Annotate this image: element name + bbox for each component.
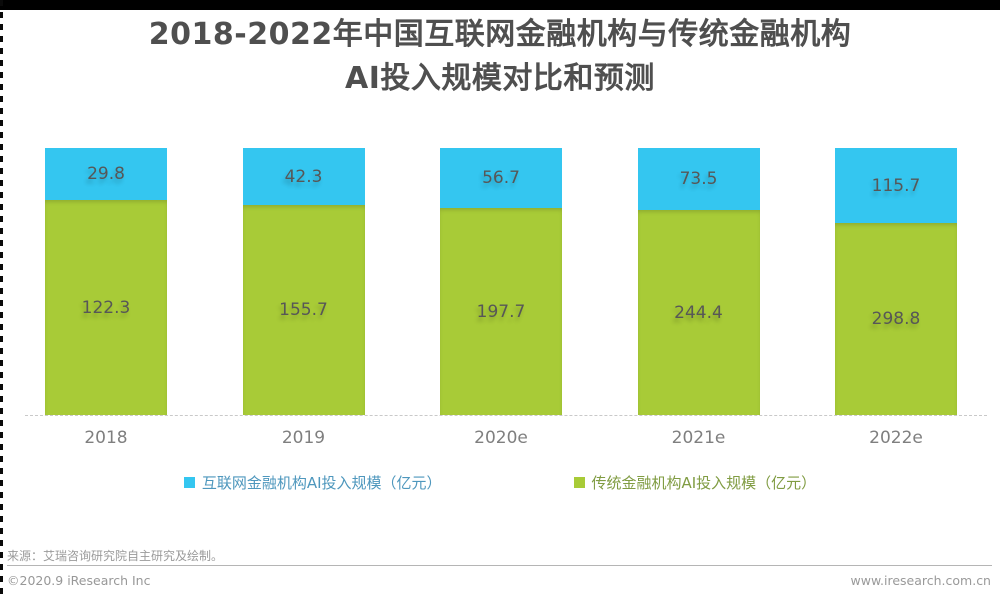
bar-group-2020e: 56.7 197.7 2020e: [440, 148, 562, 448]
bar-segment-internet: 56.7: [440, 148, 562, 208]
bar-value-label: 197.7: [476, 301, 526, 322]
bar-chart-plot-area: 29.8 122.3 2018 42.3 155.7 2019 56.7 197.7 2020e…: [45, 148, 957, 448]
bar-segment-internet: 29.8: [45, 148, 167, 200]
bar-group-2018: 29.8 122.3 2018: [45, 148, 167, 448]
bar-group-2019: 42.3 155.7 2019: [242, 148, 365, 448]
bar-segment-traditional: 197.7: [440, 208, 562, 415]
x-axis-label: 2020e: [474, 428, 528, 448]
x-axis-label: 2022e: [869, 428, 923, 448]
bar-value-label: 115.7: [871, 175, 921, 196]
bar-group-2021e: 73.5 244.4 2021e: [637, 148, 760, 448]
legend-label: 传统金融机构AI投入规模（亿元）: [591, 474, 817, 492]
bar-group-2022e: 115.7 298.8 2022e: [835, 148, 957, 448]
x-axis-label: 2021e: [671, 428, 726, 448]
legend-label: 互联网金融机构AI投入规模（亿元）: [201, 474, 442, 492]
website-url: www.iresearch.com.cn: [850, 573, 992, 588]
bar-value-label: 42.3: [284, 166, 323, 187]
bar-segment-traditional: 298.8: [835, 223, 957, 415]
bar-value-label: 29.8: [87, 164, 125, 184]
legend-item-internet: 互联网金融机构AI投入规模（亿元）: [183, 472, 442, 493]
x-axis-line: [25, 415, 987, 416]
legend-swatch-icon: [573, 477, 585, 488]
chart-title-line2: AI投入规模对比和预测: [345, 61, 655, 96]
bar-value-label: 122.3: [81, 297, 131, 318]
top-black-bar: [0, 0, 1000, 10]
legend-swatch-icon: [183, 477, 195, 488]
source-note: 来源：艾瑞咨询研究院自主研究及绘制。: [7, 549, 224, 563]
bar-segment-traditional: 155.7: [242, 205, 365, 415]
legend-item-traditional: 传统金融机构AI投入规模（亿元）: [573, 472, 817, 493]
x-axis-label: 2018: [84, 428, 128, 448]
chart-title-line1: 2018-2022年中国互联网金融机构与传统金融机构: [148, 17, 852, 52]
bar-segment-traditional: 244.4: [637, 210, 760, 415]
bar-value-label: 155.7: [279, 300, 328, 320]
chart-title: 2018-2022年中国互联网金融机构与传统金融机构 AI投入规模对比和预测: [0, 13, 1000, 101]
bar-segment-internet: 73.5: [637, 148, 760, 210]
bar-segment-traditional: 122.3: [45, 200, 167, 415]
footer-divider: [7, 565, 992, 566]
copyright-text: ©2020.9 iResearch Inc: [7, 573, 151, 588]
bar-value-label: 244.4: [674, 302, 723, 323]
x-axis-label: 2019: [281, 428, 326, 448]
bar-value-label: 56.7: [482, 168, 520, 188]
chart-legend: 互联网金融机构AI投入规模（亿元） 传统金融机构AI投入规模（亿元）: [0, 472, 1000, 493]
left-dashed-border: [0, 0, 3, 598]
bar-segment-internet: 115.7: [835, 148, 957, 223]
bar-value-label: 298.8: [871, 309, 921, 329]
bar-value-label: 73.5: [679, 169, 718, 189]
bar-segment-internet: 42.3: [242, 148, 365, 205]
